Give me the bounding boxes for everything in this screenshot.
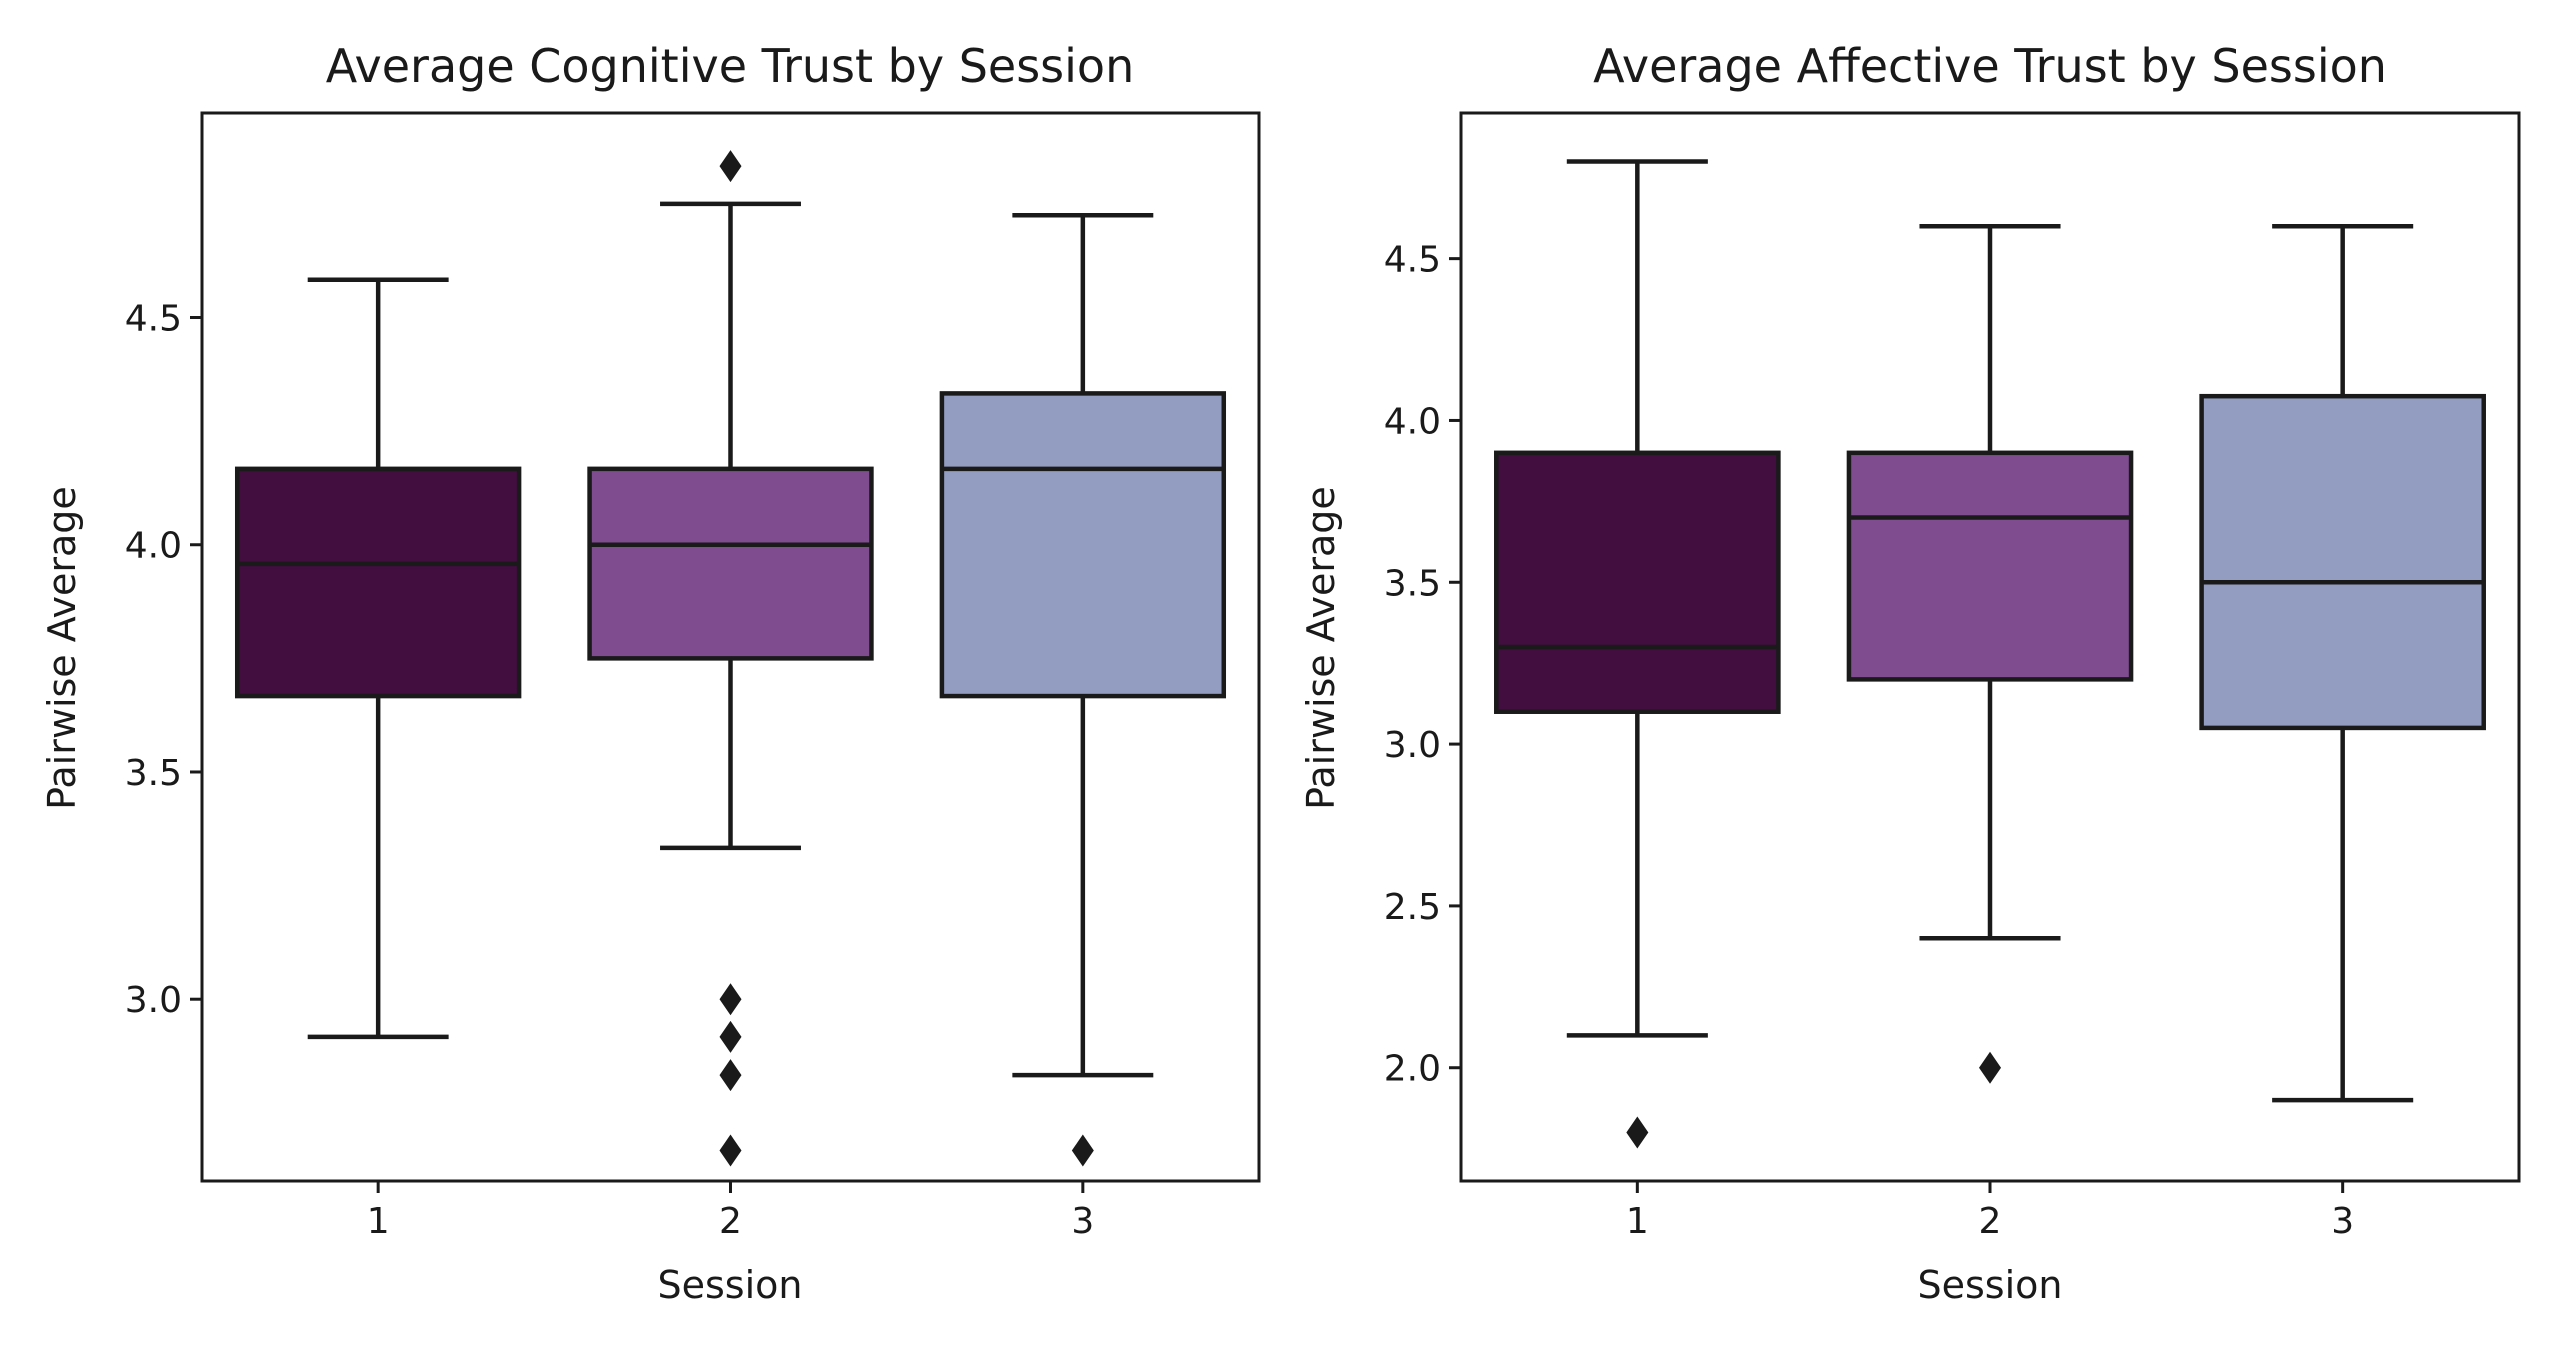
x-axis-label: Session (658, 1263, 803, 1307)
box-session-3 (2199, 224, 2486, 1103)
outlier-point (719, 1134, 742, 1167)
y-tick-label: 2.0 (1384, 1049, 1441, 1090)
cognitive-trust-panel: Average Cognitive Trust by Session Sessi… (40, 39, 1261, 1307)
outlier-point (719, 150, 742, 183)
outlier-point (719, 983, 742, 1016)
y-tick-label: 4.0 (125, 526, 182, 567)
y-tick-label: 4.5 (1384, 240, 1441, 281)
box-session-3 (939, 213, 1227, 1167)
box-session-1 (234, 277, 522, 1040)
outlier-point (1626, 1116, 1649, 1149)
y-tick-label: 3.5 (125, 753, 182, 794)
plot-area: 2.0 2.5 3.0 3.5 4.0 4.5 1 2 3 (1384, 159, 2486, 1242)
iqr-box (587, 466, 874, 661)
chart-title: Average Affective Trust by Session (1593, 39, 2387, 93)
x-axis-label: Session (1918, 1263, 2063, 1307)
y-axis-label: Pairwise Average (40, 486, 84, 810)
iqr-box (234, 466, 522, 699)
x-tick-label: 3 (1071, 1201, 1094, 1242)
axes-frame (1459, 111, 2521, 1183)
y-tick-label: 3.0 (125, 980, 182, 1021)
outlier-point (719, 1020, 742, 1053)
plot-area: 3.0 3.5 4.0 4.5 1 2 3 (125, 150, 1227, 1242)
y-tick-label: 3.0 (1384, 725, 1441, 766)
y-tick-label: 4.0 (1384, 401, 1441, 442)
x-tick-label: 3 (2331, 1201, 2354, 1242)
x-tick-label: 1 (1626, 1201, 1649, 1242)
box-session-1 (1494, 159, 1781, 1149)
x-tick-label: 2 (1979, 1201, 2002, 1242)
x-tick-label: 2 (719, 1201, 742, 1242)
iqr-box (2199, 393, 2486, 731)
outlier-point (719, 1059, 742, 1092)
y-tick-label: 4.5 (125, 299, 182, 340)
iqr-box (939, 391, 1227, 699)
x-tick-label: 1 (367, 1201, 390, 1242)
outlier-point (1979, 1051, 2001, 1084)
box-session-2 (587, 150, 874, 1167)
iqr-box (1494, 450, 1781, 714)
affective-trust-panel: Average Affective Trust by Session Sessi… (1299, 39, 2521, 1307)
y-axis-label: Pairwise Average (1299, 486, 1343, 810)
iqr-box (1846, 450, 2134, 682)
box-session-2 (1846, 224, 2134, 1084)
y-tick-label: 2.5 (1384, 887, 1441, 928)
axes-frame (200, 111, 1261, 1183)
outlier-point (1071, 1134, 1094, 1167)
y-tick-label: 3.5 (1384, 563, 1441, 604)
chart-title: Average Cognitive Trust by Session (326, 39, 1134, 93)
